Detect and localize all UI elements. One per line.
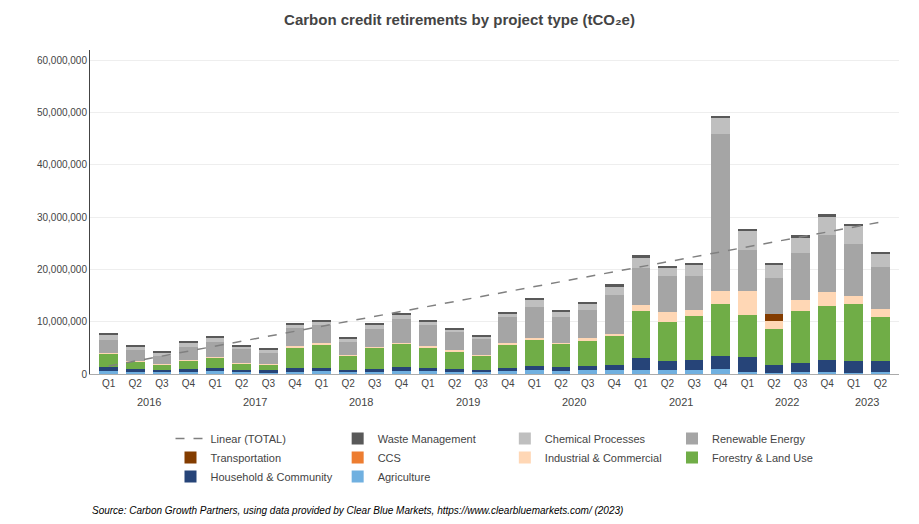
svg-text:Forestry & Land Use: Forestry & Land Use <box>712 452 813 464</box>
svg-text:Q1: Q1 <box>208 378 222 389</box>
svg-text:Household & Community: Household & Community <box>211 471 333 483</box>
svg-text:2018: 2018 <box>349 396 373 408</box>
svg-text:20,000,000: 20,000,000 <box>37 264 87 275</box>
svg-text:Carbon credit retirements by p: Carbon credit retirements by project typ… <box>284 11 635 28</box>
svg-text:Q1: Q1 <box>847 378 861 389</box>
svg-text:Q2: Q2 <box>341 378 355 389</box>
svg-text:Q3: Q3 <box>475 378 489 389</box>
svg-text:10,000,000: 10,000,000 <box>37 316 87 327</box>
svg-text:Q2: Q2 <box>235 378 249 389</box>
svg-text:Q3: Q3 <box>368 378 382 389</box>
svg-text:Q1: Q1 <box>741 378 755 389</box>
svg-text:CCS: CCS <box>378 452 401 464</box>
svg-text:Q1: Q1 <box>102 378 116 389</box>
svg-text:Q3: Q3 <box>155 378 169 389</box>
svg-text:Q3: Q3 <box>581 378 595 389</box>
svg-text:Agriculture: Agriculture <box>378 471 431 483</box>
svg-text:Q1: Q1 <box>315 378 329 389</box>
svg-text:2016: 2016 <box>137 396 161 408</box>
svg-text:2022: 2022 <box>775 396 799 408</box>
svg-text:60,000,000: 60,000,000 <box>37 55 87 66</box>
svg-text:Q3: Q3 <box>262 378 276 389</box>
svg-text:Q4: Q4 <box>820 378 834 389</box>
svg-text:Q3: Q3 <box>794 378 808 389</box>
svg-text:Q2: Q2 <box>448 378 462 389</box>
svg-text:Q2: Q2 <box>874 378 888 389</box>
svg-text:2020: 2020 <box>562 396 586 408</box>
svg-text:Waste Management: Waste Management <box>378 433 476 445</box>
svg-text:Chemical Processes: Chemical Processes <box>545 433 646 445</box>
svg-text:Q4: Q4 <box>182 378 196 389</box>
svg-text:Renewable Energy: Renewable Energy <box>712 433 805 445</box>
svg-text:2019: 2019 <box>456 396 480 408</box>
svg-text:Source: Carbon Growth Partners: Source: Carbon Growth Partners, using da… <box>92 505 623 516</box>
svg-text:Transportation: Transportation <box>211 452 282 464</box>
svg-text:40,000,000: 40,000,000 <box>37 159 87 170</box>
svg-text:Q3: Q3 <box>687 378 701 389</box>
svg-text:Q4: Q4 <box>608 378 622 389</box>
svg-text:Industrial & Commercial: Industrial & Commercial <box>545 452 662 464</box>
svg-text:Q4: Q4 <box>501 378 515 389</box>
svg-text:50,000,000: 50,000,000 <box>37 107 87 118</box>
svg-text:Q2: Q2 <box>661 378 675 389</box>
svg-text:Q4: Q4 <box>714 378 728 389</box>
svg-text:Q1: Q1 <box>634 378 648 389</box>
svg-text:Q1: Q1 <box>421 378 435 389</box>
svg-text:Q2: Q2 <box>554 378 568 389</box>
svg-text:Q2: Q2 <box>767 378 781 389</box>
svg-text:Q4: Q4 <box>395 378 409 389</box>
svg-text:Q2: Q2 <box>129 378 143 389</box>
svg-text:0: 0 <box>81 369 87 380</box>
svg-text:Q1: Q1 <box>528 378 542 389</box>
svg-text:Linear (TOTAL): Linear (TOTAL) <box>211 433 286 445</box>
svg-text:30,000,000: 30,000,000 <box>37 212 87 223</box>
svg-text:2021: 2021 <box>669 396 693 408</box>
svg-text:2023: 2023 <box>855 396 879 408</box>
svg-text:Q4: Q4 <box>288 378 302 389</box>
svg-text:2017: 2017 <box>243 396 267 408</box>
